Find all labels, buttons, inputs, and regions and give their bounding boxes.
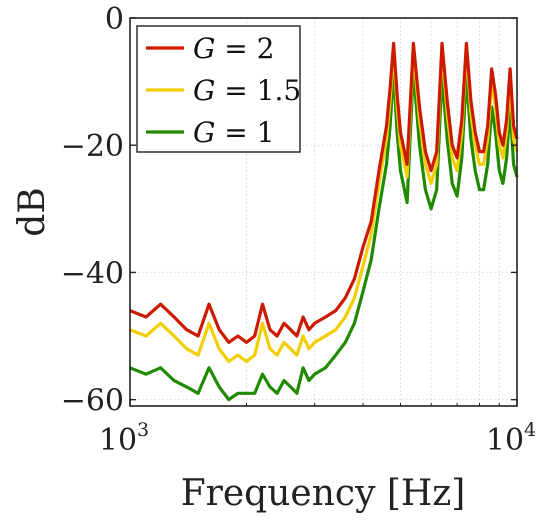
y-tick-label: −40 bbox=[61, 256, 124, 291]
plot-frame bbox=[129, 17, 518, 407]
series-lines bbox=[129, 41, 519, 402]
legend-label: G = 1.5 bbox=[193, 74, 301, 107]
x-tick-label: 104 bbox=[486, 419, 536, 458]
series-line bbox=[129, 41, 519, 344]
x-tick-label: 103 bbox=[99, 419, 149, 458]
legend-label: G = 2 bbox=[193, 32, 274, 65]
legend: G = 2 G = 1.5 G = 1 bbox=[136, 25, 301, 153]
y-tick-label: −60 bbox=[61, 384, 124, 419]
y-tick-label: 0 bbox=[105, 2, 124, 37]
y-axis-title: dB bbox=[12, 187, 53, 237]
y-tick-label: −20 bbox=[61, 129, 124, 164]
legend-label: G = 1 bbox=[193, 116, 274, 149]
x-axis-title: Frequency [Hz] bbox=[181, 473, 466, 514]
series-line bbox=[129, 67, 519, 402]
